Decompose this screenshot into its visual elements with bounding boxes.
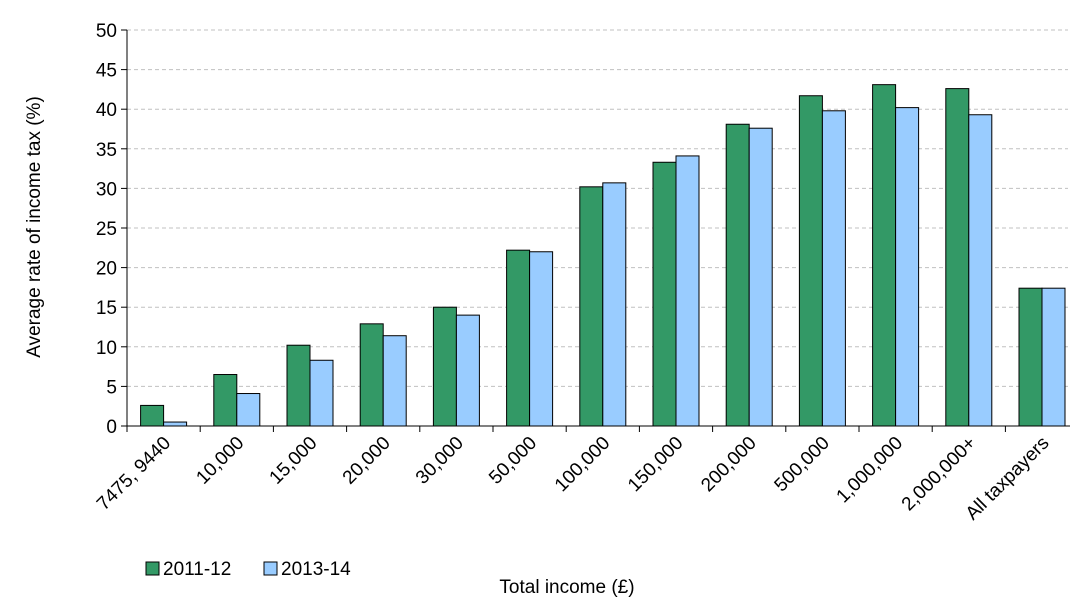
bar-2013-14	[163, 421, 188, 427]
x-tick-label: 500,000	[771, 433, 834, 496]
x-tick-label: 50,000	[485, 433, 541, 489]
y-tick-label: 30	[96, 179, 117, 200]
x-axis-label: Total income (£)	[499, 577, 634, 598]
bars	[140, 84, 1066, 427]
bar-2011-12	[652, 161, 677, 427]
legend-swatch	[145, 561, 160, 576]
y-tick-label: 0	[106, 417, 117, 438]
x-tick-label: 20,000	[339, 433, 395, 489]
x-tick-label: 1,000,000	[833, 433, 908, 508]
x-tick-label: 7475, 9440	[93, 433, 175, 515]
bar-2013-14	[602, 182, 627, 427]
y-tick-label: 15	[96, 298, 117, 319]
y-tick-label: 10	[96, 338, 117, 359]
bar-2011-12	[140, 404, 165, 427]
bar-2013-14	[968, 114, 993, 427]
bar-2013-14	[1041, 287, 1066, 427]
x-tick-labels: 7475, 9440 10,000 15,000 20,000 30,000 50,000…	[93, 433, 1053, 525]
bar-2011-12	[872, 84, 897, 427]
bar-2011-12	[213, 374, 238, 427]
bar-2011-12	[286, 344, 311, 427]
bar-2013-14	[529, 251, 554, 427]
x-tick-label: 100,000	[551, 433, 614, 496]
bar-2011-12	[506, 249, 531, 427]
x-tick-label: 15,000	[266, 433, 322, 489]
x-tick-label: 10,000	[192, 433, 248, 489]
y-tick-label: 40	[96, 100, 117, 121]
bar-2011-12	[945, 88, 970, 427]
y-tick-label: 25	[96, 219, 117, 240]
y-tick-label: 20	[96, 259, 117, 280]
legend-label: 2013-14	[281, 559, 351, 580]
x-tick-label: 200,000	[697, 433, 760, 496]
legend-label: 2011-12	[163, 559, 231, 580]
bar-2011-12	[579, 186, 604, 427]
bar-2011-12	[1018, 287, 1043, 427]
x-tick-label: 150,000	[624, 433, 687, 496]
bar-2011-12	[359, 323, 384, 427]
y-axis-label: Average rate of income tax (%)	[24, 96, 45, 358]
bar-2013-14	[455, 314, 480, 427]
bar-2013-14	[895, 107, 920, 427]
y-tick-label: 35	[96, 140, 117, 161]
y-tick-labels: 0 5 10 15 20 25 30 35 40 45 50	[96, 21, 117, 438]
y-tick-label: 45	[96, 61, 117, 82]
bar-2013-14	[748, 127, 773, 427]
legend: 2011-12 2013-14	[145, 559, 351, 580]
bar-2013-14	[236, 393, 261, 427]
y-tick-label: 5	[106, 377, 117, 398]
bar-2013-14	[309, 359, 334, 427]
bar-2013-14	[675, 155, 700, 427]
legend-swatch	[263, 561, 278, 576]
y-tick-label: 50	[96, 21, 117, 42]
bar-2013-14	[821, 110, 846, 427]
x-tick-label: 30,000	[412, 433, 468, 489]
bar-2013-14	[382, 335, 407, 427]
bar-2011-12	[798, 95, 823, 427]
axes	[121, 29, 1070, 432]
bar-2011-12	[725, 123, 750, 427]
bar-2011-12	[432, 306, 457, 427]
